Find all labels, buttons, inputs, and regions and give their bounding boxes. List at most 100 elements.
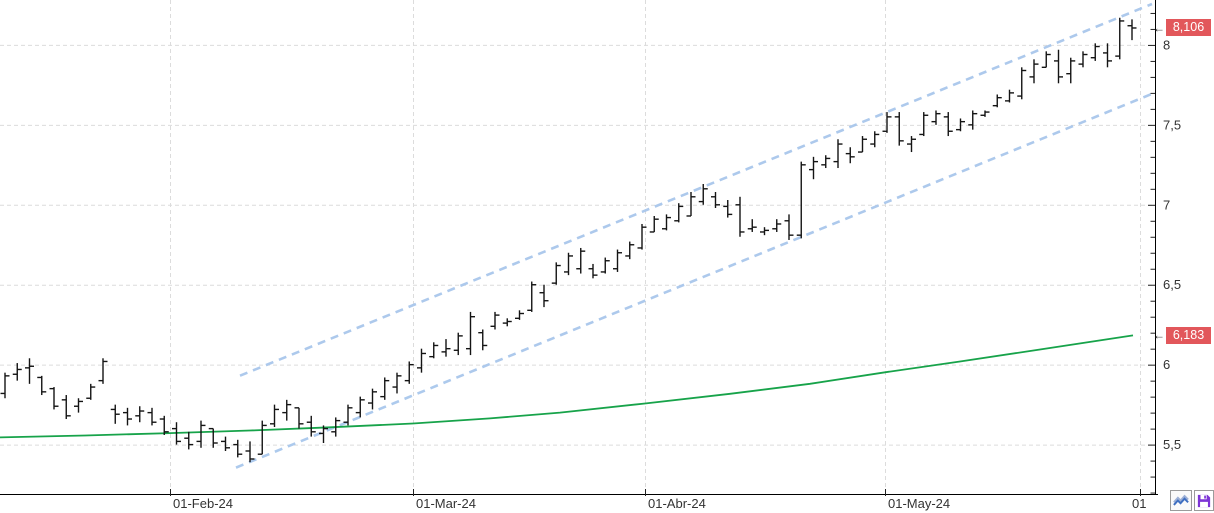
ohlc-bar [147,407,157,426]
ohlc-bar [588,263,598,279]
ohlc-bar [12,363,22,381]
ma-value-badge: 6,183 [1166,326,1211,344]
ohlc-bar [343,404,353,426]
ohlc-bar [943,112,953,137]
ohlc-bar [257,420,267,455]
y-tick-label: 7,5 [1163,117,1181,132]
x-tick-label: 01 [1132,496,1146,511]
zigzag-icon [1173,494,1189,506]
ohlc-bar [882,112,892,133]
moving-average-line [0,334,1134,439]
x-tick-label: 01-Feb-24 [173,496,233,511]
ohlc-bar [1078,51,1088,68]
ohlc-bar [306,415,316,437]
ohlc-bar [625,241,635,260]
ohlc-bar [0,372,10,399]
ohlc-bar [527,281,537,312]
ohlc-bar [894,112,904,146]
ohlc-bars [0,17,1137,463]
y-tick-label: 5,5 [1163,437,1181,452]
ohlc-bar [821,155,831,169]
ohlc-bar [233,439,243,458]
ohlc-bar [600,257,610,274]
ohlc-bar [1103,43,1112,68]
ohlc-bar [294,407,304,429]
ohlc-bar [37,375,47,396]
ohlc-bar [196,420,206,448]
x-axis-labels[interactable]: 01-Feb-24 01-Mar-24 01-Abr-24 01-May-24 01 [173,496,1146,511]
ohlc-bar [392,372,402,394]
ohlc-bar [135,406,145,423]
y-tick-label: 7 [1163,197,1170,212]
x-tick-label: 01-May-24 [888,496,950,511]
ohlc-bar [772,219,782,232]
y-axis-ticks [1148,12,1155,494]
ohlc-bar [25,358,34,384]
ohlc-bar [74,398,83,413]
ohlc-bar [441,339,451,357]
ohlc-bar [355,396,365,418]
x-tick-label: 01-Abr-24 [648,496,706,511]
ohlc-bar [466,311,475,356]
y-tick-label: 8 [1163,37,1170,52]
ohlc-bar [735,196,745,237]
ohlc-bar [49,387,59,410]
axes [0,0,1158,495]
ohlc-bar [564,252,573,276]
ohlc-bar [674,203,684,223]
ohlc-bar [368,388,377,410]
ma-value-marker: ← 6,183 [1153,326,1211,344]
ohlc-bar [809,156,818,180]
ohlc-bar [123,407,132,426]
channel-upper-line[interactable] [239,2,1153,377]
ohlc-bar [1066,57,1076,84]
ohlc-bar [637,223,647,250]
ohlc-bar [968,110,978,130]
indicator-zigzag-button[interactable] [1170,490,1192,511]
ohlc-bar [1127,19,1137,41]
ohlc-bar [417,348,426,373]
channel-lower-line[interactable] [235,92,1153,469]
save-icon [1197,494,1211,507]
x-tick-label: 01-Mar-24 [416,496,476,511]
ohlc-bar [515,310,524,320]
ohlc-bar [919,112,929,137]
ohlc-bar [86,383,96,400]
ohlc-bar [698,184,708,205]
ohlc-bar [613,249,622,272]
ohlc-bar [319,425,328,444]
left-arrow-icon: ← [1153,20,1165,35]
ohlc-bar [404,361,414,384]
save-chart-button[interactable] [1194,490,1214,511]
ohlc-bar [184,431,194,450]
ohlc-bar [490,311,500,330]
ohlc-bar [159,415,169,436]
ohlc-bar [833,139,843,169]
ohlc-bar [551,262,561,285]
y-tick-label: 6,5 [1163,277,1181,292]
ohlc-bar [686,192,696,217]
last-price-marker: ← 8,106 [1153,19,1211,37]
ohlc-bar [221,436,230,451]
ohlc-bar [796,161,806,239]
ohlc-bar [576,247,586,274]
ohlc-bar [172,422,181,445]
ohlc-bar [747,219,757,232]
ohlc-bar [245,441,255,463]
ohlc-bar [539,284,549,308]
ohlc-bar [870,131,880,148]
ohlc-bar [270,404,279,428]
ohlc-bar [907,136,916,153]
ohlc-bar [980,110,990,117]
ohlc-bar [1115,17,1125,60]
ohlc-bar [956,118,965,132]
ohlc-bar [331,417,341,437]
y-axis-labels[interactable]: 8 7,5 7 6,5 6 5,5 [1163,37,1181,452]
ohlc-bar [1041,51,1051,69]
trend-channel[interactable] [235,2,1153,469]
ohlc-bar [662,214,671,231]
ohlc-bar [784,214,794,240]
ohlc-bar [992,94,1002,108]
